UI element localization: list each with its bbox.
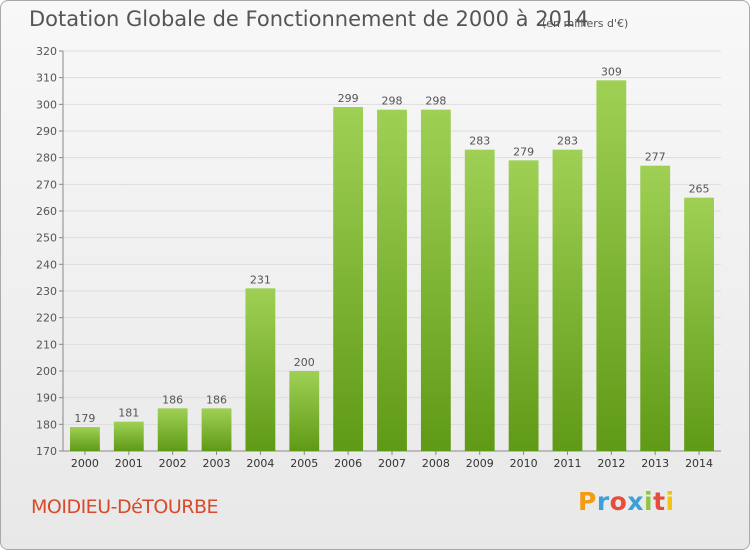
x-tick-label: 2012: [597, 457, 625, 470]
x-tick-label: 2009: [466, 457, 494, 470]
bar-2000: [70, 427, 100, 451]
bar-2009: [464, 149, 495, 451]
x-tick-label: 2002: [159, 457, 187, 470]
y-tick-label: 230: [36, 285, 57, 298]
x-tick-label: 2006: [334, 457, 362, 470]
bars: [70, 80, 714, 452]
y-tick-label: 280: [36, 152, 57, 165]
chart-unit: (en milliers d'€): [542, 17, 629, 30]
logo-letter: i: [644, 487, 654, 516]
data-label-2006: 299: [338, 92, 359, 105]
data-label-2003: 186: [206, 393, 227, 406]
x-tick-label: 2013: [641, 457, 669, 470]
data-label-2011: 283: [557, 135, 578, 148]
y-tick-label: 200: [36, 365, 57, 378]
bar-2012: [596, 80, 627, 451]
data-label-2014: 265: [689, 183, 710, 196]
x-tick-label: 2010: [510, 457, 538, 470]
data-label-2012: 309: [601, 65, 622, 78]
data-label-2000: 179: [74, 412, 95, 425]
logo-letter: x: [627, 487, 644, 516]
bar-2011: [552, 149, 583, 451]
bar-2013: [640, 165, 671, 451]
bar-2003: [201, 408, 232, 451]
y-tick-label: 240: [36, 258, 57, 271]
bar-2010: [508, 160, 539, 452]
x-tick-label: 2005: [290, 457, 318, 470]
chart-title: Dotation Globale de Fonctionnement de 20…: [29, 7, 589, 31]
y-tick-label: 290: [36, 125, 57, 138]
bar-2007: [377, 109, 407, 452]
x-tick-label: 2007: [378, 457, 406, 470]
x-tick-label: 2008: [422, 457, 450, 470]
logo-letter: i: [665, 487, 675, 516]
y-tick-label: 300: [36, 98, 57, 111]
logo-letter: P: [578, 487, 597, 516]
commune-name: MOIDIEU-DéTOURBE: [31, 496, 218, 518]
bar-2008: [420, 109, 451, 452]
data-label-2010: 279: [513, 145, 534, 158]
y-tick-label: 220: [36, 312, 57, 325]
y-tick-label: 260: [36, 205, 57, 218]
y-tick-label: 170: [36, 445, 57, 458]
data-label-2013: 277: [645, 151, 666, 164]
axes: 170 180 190 200 210 220 230 240 250 260 270 280 290 3…: [36, 45, 721, 470]
y-tick-label: 250: [36, 232, 57, 245]
y-tick-label: 180: [36, 418, 57, 431]
data-label-2005: 200: [294, 356, 315, 369]
logo-letter: r: [596, 487, 610, 516]
y-tick-label: 310: [36, 72, 57, 85]
bar-2002: [157, 408, 188, 451]
logo-letter: o: [609, 487, 628, 516]
data-label-2002: 186: [162, 393, 183, 406]
logo-letter: t: [653, 487, 666, 516]
bar-2014: [684, 197, 714, 451]
data-label-2008: 298: [425, 95, 446, 108]
bar-2001: [113, 421, 144, 451]
data-label-2007: 298: [382, 95, 403, 108]
x-tick-label: 2011: [553, 457, 581, 470]
x-tick-label: 2014: [685, 457, 713, 470]
x-tick-label: 2003: [203, 457, 231, 470]
data-label-2004: 231: [250, 273, 271, 286]
x-tick-label: 2004: [246, 457, 274, 470]
data-labels: 179 181 186 186 231 200 299 298 298 283 279 283 309 2…: [74, 65, 709, 425]
y-tick-label: 190: [36, 392, 57, 405]
y-tick-label: 320: [36, 45, 57, 58]
bar-2004: [245, 288, 276, 451]
bar-2005: [289, 371, 320, 451]
data-label-2009: 283: [469, 135, 490, 148]
data-label-2001: 181: [118, 407, 139, 420]
x-tick-label: 2001: [115, 457, 143, 470]
y-tick-label: 210: [36, 338, 57, 351]
x-tick-label: 2000: [71, 457, 99, 470]
bar-2006: [333, 107, 364, 451]
y-tick-label: 270: [36, 178, 57, 191]
proxiti-logo: Proxiti: [578, 487, 675, 516]
